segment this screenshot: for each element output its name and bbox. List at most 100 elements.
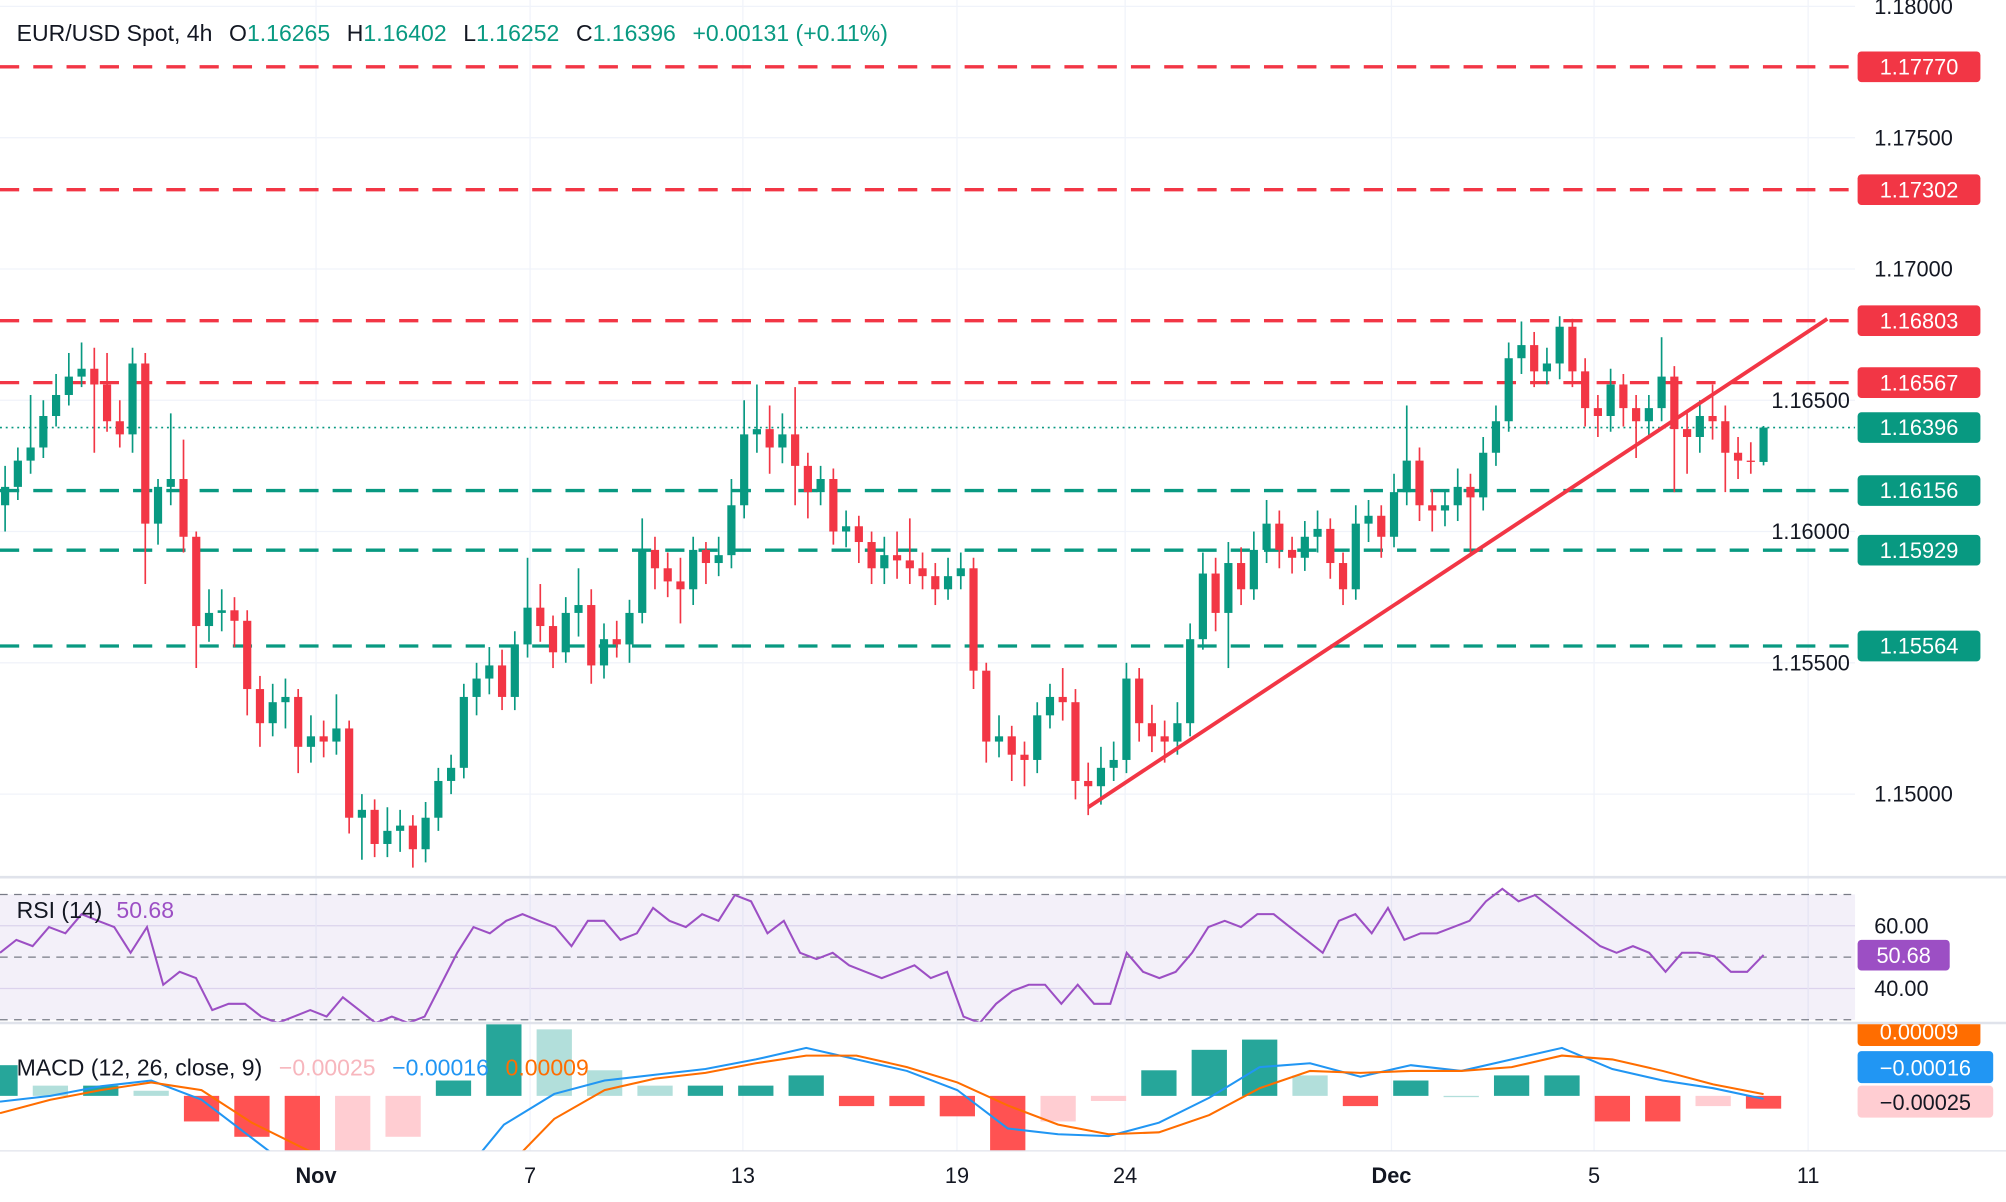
candle-body <box>230 610 239 621</box>
macd-histogram-bar <box>335 1095 371 1151</box>
candle <box>1568 318 1577 388</box>
candle-body <box>319 736 328 742</box>
candle-body <box>1568 326 1577 372</box>
candle <box>102 352 112 432</box>
high-label: H <box>347 20 364 46</box>
candle-body <box>1682 429 1692 437</box>
candle-body <box>1160 736 1169 742</box>
time-label: 19 <box>945 1163 969 1188</box>
candle-body <box>1466 486 1475 498</box>
candle <box>612 620 621 658</box>
candle <box>1007 725 1016 781</box>
price-axis[interactable]: 1.18000 1.17500 1.17000 1.16500 1.16000 1.155… <box>1771 0 1953 807</box>
candle-body <box>268 702 277 724</box>
candle-body <box>1135 678 1144 724</box>
candle-body <box>574 605 583 613</box>
support-label <box>1857 534 1981 566</box>
candle <box>1453 468 1462 522</box>
candle <box>447 754 456 795</box>
time-label: 13 <box>731 1163 755 1188</box>
candle <box>64 352 73 406</box>
macd-histogram-bar <box>1745 1095 1782 1109</box>
macd-legend[interactable]: MACD (12, 26, close, 9) −0.00025 −0.0001… <box>17 1054 589 1080</box>
candle <box>1542 347 1552 385</box>
resistance-label-text: 1.16567 <box>1880 370 1959 395</box>
candle-body <box>255 689 265 724</box>
candle <box>1300 521 1309 571</box>
candle <box>243 610 252 716</box>
rsi-legend[interactable]: RSI (14) 50.68 <box>17 897 174 923</box>
candle <box>1122 662 1131 774</box>
candle <box>816 465 825 506</box>
candle <box>1211 557 1220 632</box>
candle-body <box>1 486 10 506</box>
macd-histogram-bar <box>788 1075 824 1096</box>
candle <box>1759 425 1768 466</box>
candle-body <box>791 434 800 466</box>
candle <box>714 536 723 577</box>
candle-body <box>982 670 991 742</box>
support-label <box>1857 475 1981 506</box>
candle <box>1045 683 1055 729</box>
candle <box>1555 316 1564 380</box>
candle <box>1581 358 1590 427</box>
candle-body <box>39 415 48 448</box>
candle <box>370 799 379 858</box>
candle <box>217 589 226 632</box>
candle <box>791 387 800 506</box>
candle-body <box>1071 702 1080 781</box>
price-tick: 1.15500 <box>1771 650 1850 675</box>
candle-body <box>1173 723 1182 742</box>
rsi-band-fill <box>0 894 1856 1020</box>
candle-body <box>64 376 73 395</box>
candle-body <box>599 639 609 666</box>
candle-body <box>803 465 812 493</box>
low-label: L <box>463 20 476 46</box>
candle-body <box>102 384 112 422</box>
candle <box>1733 436 1743 480</box>
time-axis[interactable]: Nov 7 13 19 24 Dec 5 11 <box>295 1163 1819 1188</box>
candle <box>752 384 762 453</box>
candle-body <box>625 612 634 645</box>
candle-body <box>1033 715 1042 760</box>
candle <box>485 647 494 695</box>
candle-body <box>676 581 685 590</box>
candle-body <box>497 665 507 697</box>
candle-body <box>867 542 876 569</box>
candles <box>1 316 1768 868</box>
candle <box>1682 413 1692 474</box>
trendline[interactable] <box>1087 317 1829 809</box>
candle-body <box>523 607 532 645</box>
low-value: 1.16252 <box>476 20 559 46</box>
candle-body <box>192 536 201 627</box>
candle-body <box>77 368 86 377</box>
candle <box>255 675 265 747</box>
candle-body <box>1733 452 1743 461</box>
resistance-label <box>1857 367 1981 398</box>
close-value: 1.16396 <box>593 20 676 46</box>
candle <box>727 479 736 569</box>
candle-body <box>1402 460 1411 493</box>
symbol-legend[interactable]: EUR/USD Spot, 4h O1.16265 H1.16402 L1.16… <box>17 20 888 46</box>
candle <box>1186 623 1195 737</box>
candle-body <box>153 486 163 524</box>
candle <box>179 439 188 553</box>
candle <box>740 400 749 519</box>
candle <box>1135 668 1144 742</box>
candle <box>153 479 163 545</box>
candle-body <box>943 576 953 590</box>
macd-histogram-bar <box>1393 1080 1429 1096</box>
level-labels: 1.17770 1.17302 1.16803 1.16567 1.16156 1.159… <box>1857 51 1981 662</box>
candle-body <box>880 555 889 569</box>
candle <box>1695 400 1704 453</box>
close-label: C <box>576 20 593 46</box>
time-label: 5 <box>1588 1163 1600 1188</box>
candle-body <box>243 620 252 690</box>
candle <box>192 531 201 669</box>
candle <box>1657 337 1666 422</box>
resistance-label-text: 1.16803 <box>1880 308 1959 333</box>
candle-body <box>650 549 660 569</box>
candle <box>1313 510 1322 553</box>
candle <box>26 394 35 474</box>
